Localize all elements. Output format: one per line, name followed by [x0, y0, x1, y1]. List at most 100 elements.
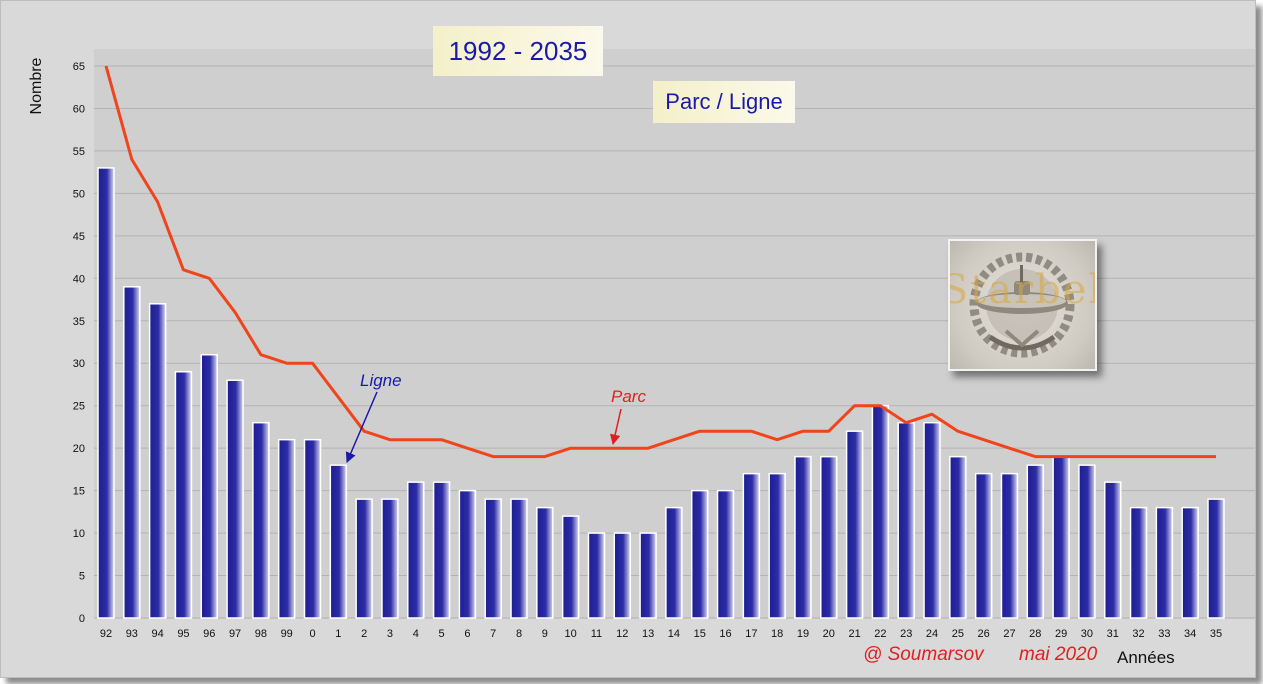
x-tick-label: 34 — [1184, 628, 1196, 640]
bar-ligne — [1207, 498, 1225, 619]
bar-ligne — [407, 481, 425, 619]
x-tick-label: 16 — [719, 628, 731, 640]
x-tick-label: 26 — [978, 628, 990, 640]
x-axis-label: Années — [1117, 648, 1175, 667]
bar-ligne — [1078, 464, 1096, 619]
x-tick-label: 9 — [542, 628, 548, 640]
y-tick-label: 60 — [73, 103, 85, 115]
bar-ligne — [1155, 506, 1174, 619]
y-tick-label: 25 — [73, 401, 85, 413]
x-tick-label: 0 — [309, 628, 315, 640]
bar-ligne — [768, 472, 786, 619]
x-tick-labels: 92 93 94 95 96 97 98 99 0 1 2 3 4 5 6 7 8 9 10 11 12 13 14 15 16… — [100, 628, 1222, 640]
y-tick-label: 50 — [73, 188, 85, 200]
bar-ligne — [174, 370, 193, 619]
y-tick-label: 10 — [73, 528, 85, 540]
x-tick-label: 94 — [152, 628, 164, 640]
y-axis-label: Nombre — [28, 57, 45, 114]
bar-ligne — [303, 438, 322, 619]
x-tick-label: 27 — [1003, 628, 1015, 640]
bar-ligne — [1026, 464, 1045, 619]
bar-ligne — [1052, 455, 1070, 619]
bar-ligne — [742, 472, 761, 619]
bar-ligne — [820, 455, 838, 619]
bar-ligne — [1129, 506, 1148, 619]
y-tick-label: 40 — [73, 273, 85, 285]
bar-ligne — [252, 421, 270, 619]
x-tick-label: 98 — [255, 628, 267, 640]
bar-ligne — [97, 167, 115, 619]
x-tick-label: 21 — [848, 628, 860, 640]
x-tick-label: 11 — [591, 628, 602, 640]
x-tick-label: 4 — [413, 628, 419, 640]
bar-ligne — [561, 515, 580, 619]
x-tick-label: 25 — [952, 628, 964, 640]
chart-title: 1992 - 2035 — [433, 26, 603, 76]
bar-ligne — [381, 498, 399, 619]
x-tick-label: 32 — [1132, 628, 1144, 640]
y-tick-label: 0 — [79, 613, 85, 625]
bar-ligne — [277, 438, 296, 619]
bar-ligne — [845, 430, 864, 619]
x-tick-label: 7 — [490, 628, 496, 640]
chart-subtitle: Parc / Ligne — [653, 81, 795, 123]
bar-ligne — [716, 489, 735, 619]
x-tick-label: 12 — [616, 628, 628, 640]
bar-ligne — [123, 286, 141, 619]
bar-ligne — [871, 404, 890, 619]
bar-ligne — [484, 498, 502, 619]
bar-ligne — [587, 532, 606, 619]
bar-ligne — [1103, 481, 1122, 619]
x-tick-label: 1 — [335, 628, 341, 640]
bar-ligne — [226, 379, 244, 619]
y-tick-label: 65 — [73, 61, 85, 73]
y-tick-label: 5 — [79, 571, 85, 583]
x-tick-label: 28 — [1029, 628, 1041, 640]
x-tick-label: 23 — [900, 628, 912, 640]
credit-author: @ Soumarsov — [863, 644, 984, 665]
y-tick-label: 55 — [73, 146, 85, 158]
bar-ligne — [897, 421, 915, 619]
x-tick-label: 93 — [126, 628, 138, 640]
annotation-ligne-label: Ligne — [360, 371, 402, 390]
annotation-ligne-arrow — [345, 391, 378, 463]
y-tick-label: 15 — [73, 486, 85, 498]
y-tick-label: 45 — [73, 231, 85, 243]
y-tick-label: 30 — [73, 358, 85, 370]
x-tick-label: 5 — [439, 628, 445, 640]
x-tick-label: 95 — [177, 628, 189, 640]
x-tick-label: 35 — [1210, 628, 1222, 640]
x-tick-label: 19 — [797, 628, 809, 640]
x-tick-label: 20 — [823, 628, 835, 640]
y-tick-label: 35 — [73, 316, 85, 328]
x-tick-label: 13 — [642, 628, 654, 640]
x-tick-label: 24 — [926, 628, 938, 640]
emblem-watermark: Starbel — [950, 267, 1095, 313]
bar-ligne — [794, 455, 812, 619]
bar-ligne — [690, 489, 709, 619]
bar-ligne — [1181, 506, 1199, 619]
x-tick-label: 30 — [1081, 628, 1093, 640]
x-tick-label: 96 — [203, 628, 215, 640]
bar-ligne — [200, 353, 219, 619]
x-tick-label: 17 — [745, 628, 757, 640]
annotation-parc-arrow — [609, 408, 622, 446]
x-tick-label: 3 — [387, 628, 393, 640]
x-tick-label: 97 — [229, 628, 241, 640]
bar-ligne — [432, 481, 451, 619]
x-tick-label: 6 — [464, 628, 470, 640]
bar-ligne — [923, 421, 941, 619]
bar-ligne — [510, 498, 528, 619]
x-tick-label: 33 — [1158, 628, 1170, 640]
x-tick-label: 10 — [565, 628, 577, 640]
x-tick-label: 31 — [1107, 628, 1119, 640]
annotation-parc-label: Parc — [611, 387, 646, 406]
x-tick-label: 2 — [361, 628, 367, 640]
x-tick-label: 18 — [771, 628, 783, 640]
y-tick-labels: 0 5 10 15 20 25 30 35 40 45 50 55 60 65 — [73, 61, 85, 625]
bar-ligne — [1000, 472, 1019, 619]
x-tick-label: 99 — [281, 628, 293, 640]
x-tick-label: 29 — [1055, 628, 1067, 640]
bar-ligne — [329, 464, 348, 619]
